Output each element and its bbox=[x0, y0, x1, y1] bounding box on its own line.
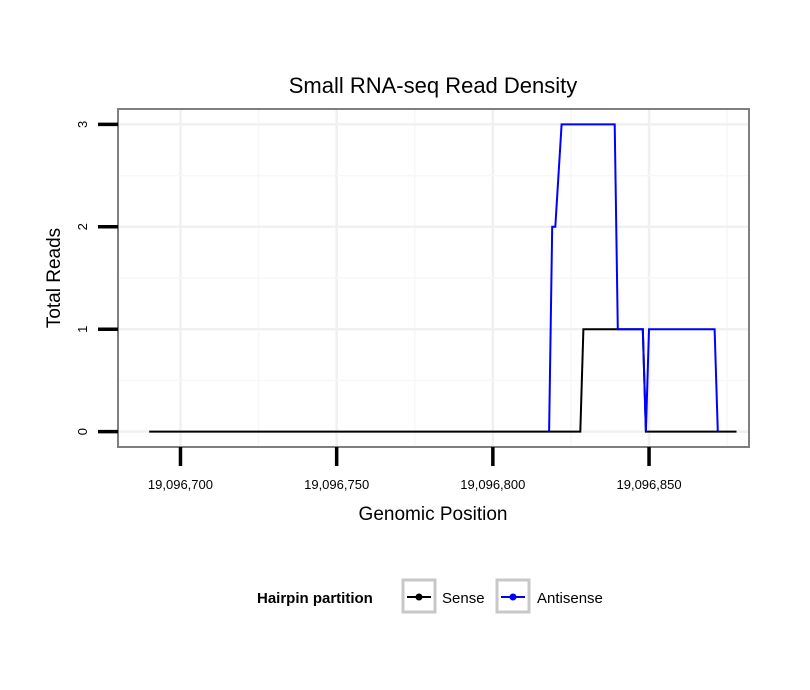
y-tick-label: 0 bbox=[75, 428, 90, 435]
x-tick-label: 19,096,750 bbox=[304, 477, 369, 492]
legend-key-sense bbox=[401, 578, 437, 614]
x-axis: 19,096,700 19,096,750 19,096,800 19,096,850 bbox=[148, 447, 682, 492]
y-tick-label: 3 bbox=[75, 121, 90, 128]
legend-key-antisense bbox=[495, 578, 531, 614]
legend-label-antisense: Antisense bbox=[537, 590, 603, 607]
x-axis-title: Genomic Position bbox=[359, 504, 508, 525]
y-axis-title: Total Reads bbox=[44, 228, 65, 328]
x-tick-label: 19,096,700 bbox=[148, 477, 213, 492]
grid-lines bbox=[118, 109, 749, 447]
plot-area bbox=[149, 123, 737, 433]
legend-key-point-sense bbox=[415, 593, 423, 601]
series-line-antisense bbox=[548, 123, 719, 432]
y-tick-label: 2 bbox=[75, 223, 90, 230]
y-axis: 0 1 2 3 bbox=[75, 121, 118, 435]
legend-title: Hairpin partition bbox=[257, 590, 373, 607]
y-tick-label: 1 bbox=[75, 326, 90, 333]
series-line-sense bbox=[149, 328, 737, 433]
legend-key-point-antisense bbox=[509, 593, 517, 601]
legend: Hairpin partition Sense Antisense bbox=[257, 578, 603, 614]
x-tick-label: 19,096,850 bbox=[617, 477, 682, 492]
chart-title: Small RNA-seq Read Density bbox=[289, 73, 578, 98]
plot-border bbox=[117, 108, 750, 448]
x-tick-label: 19,096,800 bbox=[460, 477, 525, 492]
legend-label-sense: Sense bbox=[442, 590, 485, 607]
